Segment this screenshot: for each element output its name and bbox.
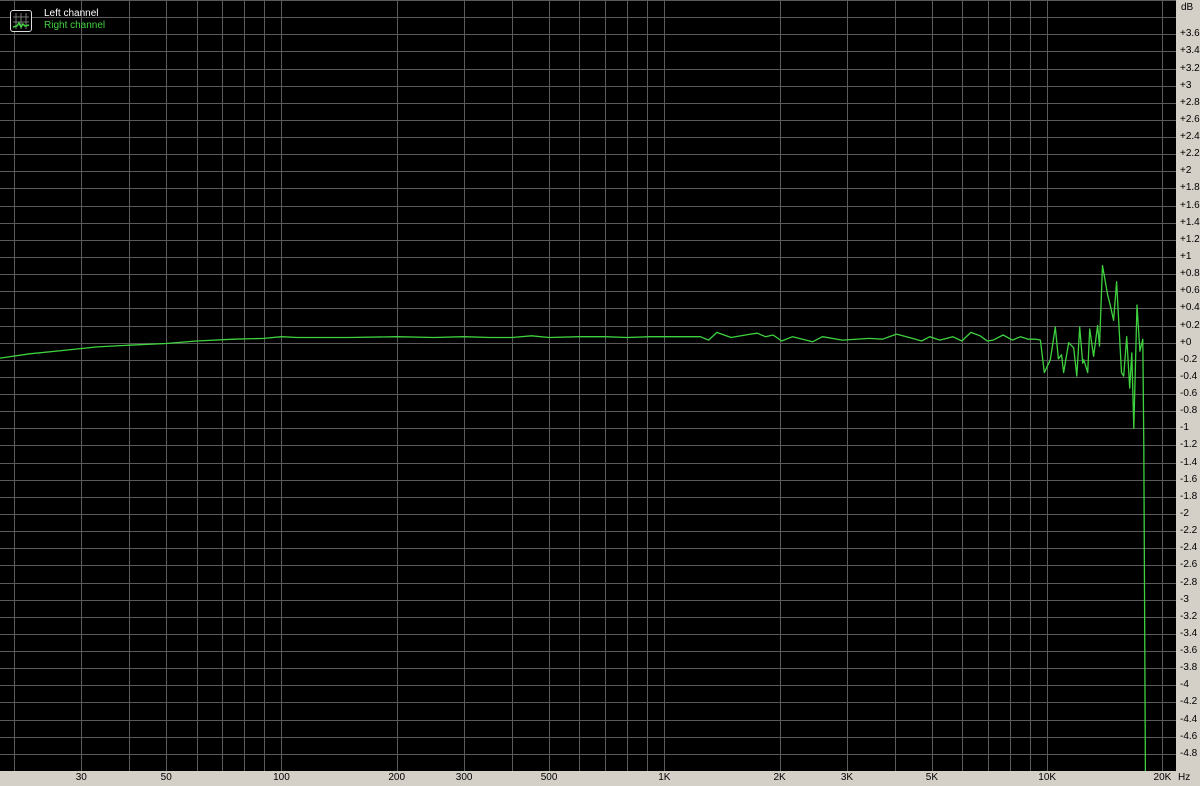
x-tick-label: 1K bbox=[658, 772, 671, 783]
x-tick-label: 10K bbox=[1038, 772, 1057, 783]
y-tick-label: -3 bbox=[1180, 593, 1189, 605]
legend-right-channel: Right channel bbox=[44, 20, 106, 31]
x-tick-label: 30 bbox=[75, 772, 87, 783]
y-tick-label: -0.8 bbox=[1180, 405, 1198, 417]
y-tick-label: -3.6 bbox=[1180, 645, 1198, 657]
y-tick-label: +0 bbox=[1180, 336, 1192, 348]
y-tick-label: -4 bbox=[1180, 679, 1189, 691]
y-tick-label: -3.8 bbox=[1180, 662, 1198, 674]
y-tick-label: +0.6 bbox=[1180, 285, 1200, 297]
y-tick-label: +3.6 bbox=[1180, 28, 1200, 40]
y-tick-label: +1.6 bbox=[1180, 199, 1200, 211]
y-tick-label: -2.4 bbox=[1180, 542, 1198, 554]
y-tick-label: -1.2 bbox=[1180, 439, 1198, 451]
x-tick-label: 200 bbox=[388, 772, 406, 783]
y-tick-label: +2.4 bbox=[1180, 131, 1200, 143]
x-tick-label: 20K bbox=[1153, 772, 1172, 783]
y-tick-label: +1.8 bbox=[1180, 182, 1200, 194]
y-tick-label: -1 bbox=[1180, 422, 1189, 434]
y-tick-label: -4.2 bbox=[1180, 696, 1198, 708]
y-tick-label: -2.8 bbox=[1180, 576, 1198, 588]
x-tick-label: 300 bbox=[455, 772, 473, 783]
y-tick-label: -4.4 bbox=[1180, 713, 1198, 725]
y-tick-label: +0.2 bbox=[1180, 319, 1200, 331]
x-tick-label: 500 bbox=[540, 772, 558, 783]
grid bbox=[0, 0, 1176, 771]
y-tick-label: -1.6 bbox=[1180, 473, 1198, 485]
y-tick-label: +1.4 bbox=[1180, 216, 1200, 228]
y-tick-label: +2.6 bbox=[1180, 113, 1200, 125]
y-tick-label: -4.6 bbox=[1180, 730, 1198, 742]
y-tick-label: +1 bbox=[1180, 251, 1192, 262]
y-tick-label: -0.2 bbox=[1180, 353, 1198, 365]
x-tick-label: 2K bbox=[773, 772, 786, 783]
series-line-right-channel bbox=[0, 264, 1147, 771]
y-tick-label: -4.8 bbox=[1180, 747, 1198, 759]
plot-area bbox=[0, 0, 1176, 771]
y-tick-label: -2.2 bbox=[1180, 525, 1198, 537]
y-unit-label: dB bbox=[1181, 2, 1194, 13]
chart-icon[interactable] bbox=[10, 10, 32, 32]
y-tick-label: +1.2 bbox=[1180, 233, 1200, 245]
y-tick-label: +2 bbox=[1180, 165, 1192, 177]
x-unit-label: Hz bbox=[1178, 772, 1191, 783]
y-tick-label: -1.8 bbox=[1180, 490, 1198, 502]
y-tick-label: -3.4 bbox=[1180, 627, 1198, 639]
x-tick-label: 5K bbox=[925, 772, 939, 783]
x-tick-label: 50 bbox=[160, 772, 172, 783]
y-tick-label: -0.6 bbox=[1180, 388, 1198, 400]
y-tick-label: +3.2 bbox=[1180, 62, 1200, 74]
y-tick-label: -2 bbox=[1180, 508, 1189, 519]
y-tick-label: -2.6 bbox=[1180, 559, 1198, 571]
y-tick-label: +2.2 bbox=[1180, 148, 1200, 160]
y-tick-label: -3.2 bbox=[1180, 610, 1198, 622]
x-tick-label: 3K bbox=[840, 772, 854, 783]
y-tick-label: +0.8 bbox=[1180, 268, 1200, 280]
series-lines bbox=[0, 264, 1147, 771]
legend-left-channel: Left channel bbox=[44, 8, 99, 19]
x-tick-label: 100 bbox=[273, 772, 290, 783]
y-tick-label: -0.4 bbox=[1180, 370, 1198, 382]
y-tick-label: -1.4 bbox=[1180, 456, 1198, 468]
y-tick-label: +3.4 bbox=[1180, 45, 1200, 57]
y-tick-label: +0.4 bbox=[1180, 302, 1200, 314]
y-tick-label: +2.8 bbox=[1180, 96, 1200, 108]
y-tick-label: +3 bbox=[1180, 79, 1192, 91]
